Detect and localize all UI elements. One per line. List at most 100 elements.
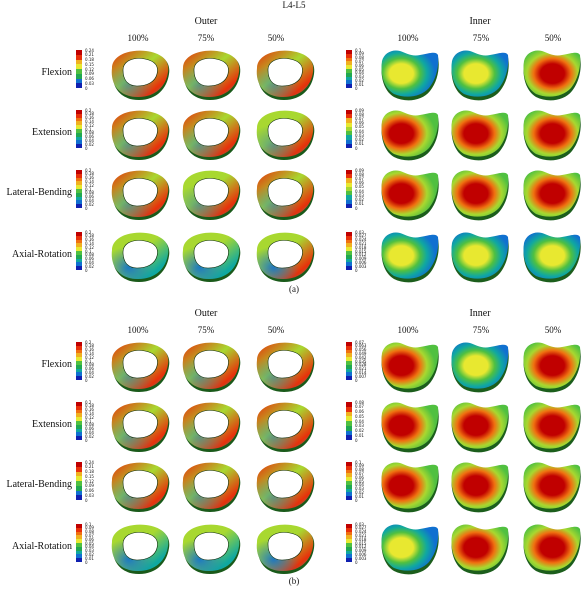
column-header: 75% <box>472 325 490 335</box>
colorbar-swatch <box>346 203 352 208</box>
colorbar-tick-label: 0 <box>355 559 358 565</box>
colorbar-swatch <box>76 177 82 182</box>
colorbar-swatches <box>346 342 352 380</box>
colorbar-swatch <box>76 476 82 481</box>
colorbar-swatch <box>76 59 82 65</box>
colorbar-tick-label: 0.08 <box>355 111 364 117</box>
colorbar-swatch <box>76 181 82 186</box>
colorbar-tick-label: 0 <box>85 145 88 151</box>
colorbar-swatch <box>346 50 352 54</box>
inner-group-title: Inner <box>469 308 491 319</box>
colorbar-tick-label: 0.049 <box>355 350 367 356</box>
column-header: 100% <box>397 325 419 335</box>
column-header: 100% <box>397 33 419 43</box>
colorbar-swatch <box>76 485 82 491</box>
colorbar-tick-label: 0.16 <box>85 115 94 121</box>
inner-colorbar: 0.1 0.09 0.08 0.07 0.06 0.05 0.04 0.03 0.02 0.01 0 <box>346 460 376 502</box>
colorbar-tick-label: 0.07 <box>355 404 364 410</box>
nucleus-contour <box>381 110 439 161</box>
colorbar-swatches <box>76 342 82 380</box>
colorbar-swatch <box>76 342 82 346</box>
colorbar-tick-label: 0.02 <box>85 433 94 439</box>
colorbar-swatch <box>346 57 352 62</box>
colorbar-swatch <box>346 345 352 350</box>
outer-colorbar: 0.2 0.18 0.16 0.14 0.12 0.1 0.08 0.06 0.04 0.02 0 <box>76 399 106 442</box>
colorbar-swatch <box>346 411 352 417</box>
colorbar-tick-label: 0.06 <box>85 256 94 262</box>
outer-annulus-contour <box>182 462 241 512</box>
colorbar-tick-label: 0.035 <box>355 358 367 364</box>
colorbar-swatch <box>76 495 82 500</box>
colorbar-swatch <box>346 80 352 85</box>
colorbar-tick-label: 0.014 <box>355 369 367 375</box>
colorbar-swatches <box>346 462 352 500</box>
colorbar-swatch <box>346 254 352 259</box>
colorbar-tick-label: 0.08 <box>85 362 94 368</box>
colorbar-tick-label: 0.05 <box>355 124 364 130</box>
outer-colorbar: 0.2 0.18 0.16 0.14 0.12 0.1 0.08 0.06 0.04 0.02 0 <box>76 340 106 382</box>
colorbar-swatch <box>76 364 82 369</box>
colorbar-swatch <box>346 402 352 407</box>
colorbar-swatch <box>76 413 82 418</box>
colorbar-tick-label: 0.056 <box>355 347 367 353</box>
colorbar-swatch <box>76 357 82 361</box>
colorbar-swatch <box>76 247 82 251</box>
colorbar-tick-label: 0 <box>355 437 358 443</box>
colorbar-swatch <box>76 462 82 467</box>
colorbar-tick-label: 0.2 <box>85 399 92 405</box>
colorbar-tick-label: 0.027 <box>355 525 367 531</box>
colorbar-tick-label: 0.18 <box>85 111 94 117</box>
colorbar-tick-label: 0.21 <box>85 464 94 470</box>
colorbar-swatch <box>76 196 82 201</box>
nucleus-contour <box>523 402 581 453</box>
colorbar-swatch <box>346 527 352 532</box>
colorbar-tick-label: 0.02 <box>85 373 94 379</box>
colorbar-swatch <box>76 360 82 365</box>
colorbar-swatch <box>346 353 352 358</box>
colorbar-swatch <box>76 524 82 528</box>
colorbar-swatch <box>76 266 82 270</box>
colorbar-swatch <box>76 402 82 406</box>
colorbar-tick-label: 0.04 <box>85 197 94 203</box>
colorbar-swatch <box>346 364 352 369</box>
colorbar-swatch <box>346 349 352 354</box>
colorbar-tick-label: 0.07 <box>355 115 364 121</box>
colorbar-swatch <box>76 144 82 148</box>
nucleus-contour <box>381 462 439 513</box>
colorbar-swatch <box>76 113 82 118</box>
colorbar-tick-label: 0.04 <box>355 418 364 424</box>
nucleus-contour <box>523 170 581 221</box>
colorbar-tick-label: 0.09 <box>355 107 364 113</box>
colorbar-swatch <box>76 345 82 350</box>
colorbar-tick-label: 0.015 <box>355 248 367 254</box>
colorbar-tick-label: 0.02 <box>85 263 94 269</box>
colorbar-tick-label: 0.06 <box>85 366 94 372</box>
colorbar-swatch <box>76 132 82 137</box>
colorbar-swatches <box>346 170 352 208</box>
colorbar-tick-label: 0.07 <box>355 58 364 64</box>
colorbar-tick-label: 0.2 <box>85 107 92 113</box>
colorbar-swatch <box>346 65 352 69</box>
colorbar-tick-label: 0.03 <box>355 423 364 429</box>
colorbar-swatch <box>76 140 82 145</box>
colorbar-swatch <box>346 262 352 267</box>
colorbar-swatch <box>76 243 82 248</box>
colorbar-tick-label: 0 <box>85 559 88 565</box>
outer-annulus-contour <box>256 110 315 160</box>
colorbar-swatch <box>346 550 352 555</box>
colorbar-tick-label: 0.16 <box>85 237 94 243</box>
colorbar-swatch <box>76 546 82 551</box>
colorbar-tick-label: 0.12 <box>85 122 94 128</box>
colorbar-tick-label: 0.06 <box>85 76 94 81</box>
colorbar-tick-label: 0.05 <box>355 184 364 190</box>
colorbar-swatch <box>346 554 352 559</box>
colorbar-swatch <box>76 125 82 129</box>
colorbar-tick-label: 0 <box>85 205 88 211</box>
outer-colorbar: 0.1 0.09 0.08 0.07 0.06 0.05 0.04 0.03 0.02 0.01 0 <box>76 522 106 565</box>
colorbar-tick-label: 0.05 <box>355 478 364 484</box>
colorbar-swatch <box>76 424 82 429</box>
colorbar-tick-label: 0.006 <box>355 259 367 265</box>
colorbar-tick-label: 0.1 <box>85 186 92 192</box>
colorbar-tick-label: 0.01 <box>355 81 364 87</box>
colorbar-swatch <box>346 406 352 412</box>
